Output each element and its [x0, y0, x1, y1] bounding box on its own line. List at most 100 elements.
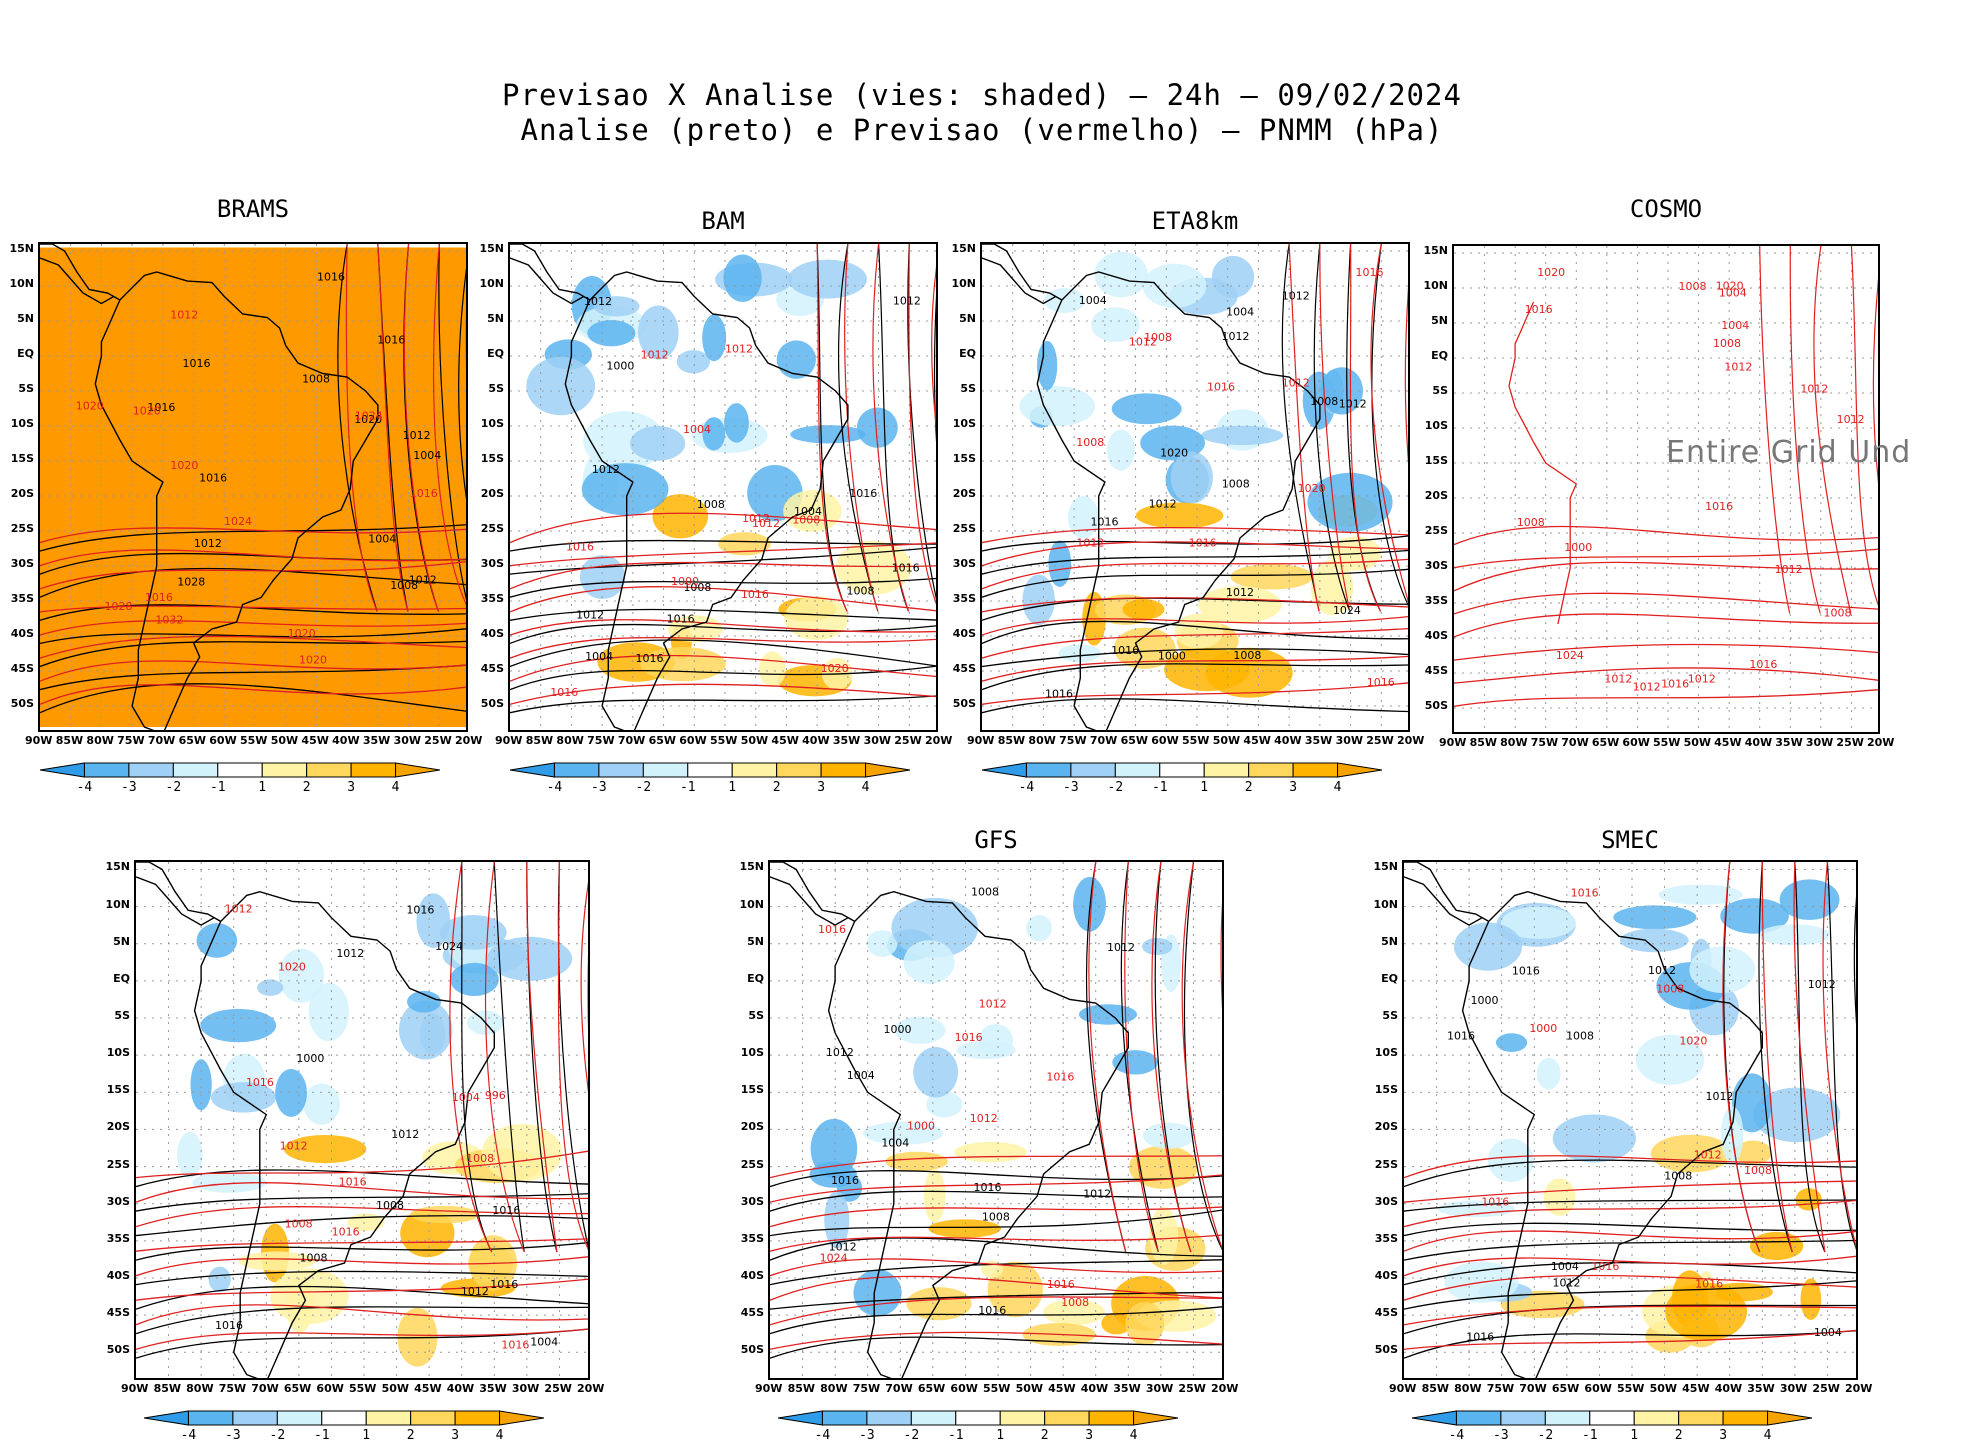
- bias-blob: [1026, 914, 1052, 942]
- isobar-label: 1020: [76, 399, 104, 412]
- isobar-label: 1012: [576, 609, 604, 622]
- lon-tick-label: 40W: [332, 734, 360, 747]
- isobar-label: 1016: [741, 588, 769, 601]
- map-canvas-gfs: 1016 1012 1012 1008 1004 1012 1016 1016 1012 1008…: [770, 862, 1222, 1378]
- lat-tick-label: 5S: [18, 382, 34, 395]
- bias-blob: [1230, 564, 1314, 590]
- lon-tick-label: 20W: [1397, 734, 1425, 747]
- isobar-label: 1004: [530, 1336, 558, 1349]
- isobar-label: 1008: [1713, 337, 1741, 350]
- isobar-contour: [1088, 862, 1127, 1253]
- isobar-label: 1016: [1525, 303, 1553, 316]
- isobar-contour: [40, 683, 466, 714]
- bias-blob: [1091, 307, 1140, 342]
- isobar-contour: [136, 1169, 588, 1188]
- lat-tick-label: 20S: [1424, 489, 1448, 502]
- isobar-contour: [1404, 1280, 1856, 1310]
- isobar-label: 1016: [566, 540, 594, 553]
- lat-tick-label: 25S: [106, 1157, 130, 1171]
- isobar-label: 1000: [606, 359, 634, 372]
- isobar-label: 1016: [1695, 1278, 1723, 1291]
- lat-tick-label: 5S: [960, 382, 976, 395]
- isobar-label: 1004: [794, 505, 822, 518]
- lon-tick-label: 65W: [178, 734, 207, 747]
- lat-tick-label: EQ: [17, 347, 34, 360]
- isobar-label: 1012: [584, 295, 612, 308]
- lat-tick-label: 30S: [480, 557, 504, 570]
- lon-tick-label: 45W: [301, 734, 329, 747]
- bias-blob: [1658, 884, 1743, 905]
- isobar-contour: [510, 654, 936, 682]
- lat-tick-label: 45S: [1374, 1306, 1398, 1320]
- isobar-label: 1008: [982, 1210, 1010, 1223]
- isobar-label: 1004: [413, 449, 441, 462]
- isobar-label: 1000: [883, 1023, 911, 1036]
- isobar-label: 1016: [667, 612, 695, 625]
- isobar-label: 1016: [1045, 687, 1073, 700]
- lat-tick-label: 40S: [106, 1269, 130, 1282]
- isobar-label: 1012: [1724, 361, 1752, 374]
- isobar-contour: [1183, 862, 1222, 1251]
- isobar-label: 1004: [1719, 287, 1747, 300]
- isobar-label: 1028: [104, 600, 132, 613]
- bias-blob: [1211, 255, 1255, 299]
- isobar-label: 1000: [1529, 1022, 1557, 1035]
- isobar-label: 1016: [978, 1304, 1006, 1317]
- lat-tick-label: 10N: [739, 897, 764, 911]
- bias-blob: [928, 1219, 1001, 1238]
- lat-tick-label: 20S: [952, 487, 976, 500]
- lat-tick-label: 30S: [106, 1194, 130, 1208]
- bias-blob: [1536, 1057, 1561, 1090]
- isobar-contour: [40, 684, 466, 705]
- isobar-label: 1020: [1298, 482, 1326, 495]
- bias-blob: [409, 1205, 479, 1224]
- map-canvas-smec: 1016101210121008100410121016101610121008…: [1404, 862, 1856, 1378]
- colorbar-tick-label: 2: [302, 780, 311, 795]
- bias-blob: [1753, 1087, 1841, 1143]
- lat-tick-label: 50S: [952, 697, 976, 710]
- isobar-label: 1016: [1591, 1260, 1619, 1273]
- panel-title-bam: BAM: [701, 207, 745, 235]
- isobar-contour: [1404, 1222, 1856, 1237]
- lat-tick-label: 15S: [10, 452, 34, 465]
- lat-tick-label: 25S: [480, 522, 504, 535]
- bias-blob: [192, 1172, 267, 1193]
- bias-blob: [1043, 1299, 1105, 1326]
- coastline-south-america: [564, 271, 849, 730]
- coastline-south-america: [193, 890, 495, 1378]
- isobar-label: 1000: [671, 575, 699, 588]
- isobar-contour: [510, 561, 936, 590]
- isobar-contour: [1404, 1274, 1856, 1301]
- isobar-contour: [770, 1209, 1222, 1237]
- bias-blob: [702, 314, 727, 362]
- lat-tick-label: 5N: [747, 934, 764, 948]
- lon-tick-label: 20W: [1867, 736, 1895, 749]
- isobar-label: 1016: [147, 401, 175, 414]
- lon-tick-label: 30W: [1805, 736, 1834, 749]
- bias-blob: [1036, 340, 1058, 391]
- isobar-contour: [403, 244, 440, 612]
- isobar-contour: [982, 535, 1408, 552]
- lat-tick-label: 50S: [1374, 1343, 1398, 1357]
- lon-tick-label: 70W: [885, 1382, 913, 1395]
- isobar-contour: [40, 628, 466, 645]
- isobar-contour: [1794, 862, 1826, 1253]
- lon-tick-label: 75W: [587, 734, 615, 747]
- map-canvas-brams: 1016101210081004101610121012101610081016…: [40, 244, 466, 730]
- bias-blob: [200, 1008, 277, 1043]
- panel-title-cosmo: COSMO: [1629, 195, 1703, 223]
- isobar-label: 1012: [1552, 1277, 1580, 1290]
- bias-blob: [1613, 905, 1697, 930]
- bias-blob: [303, 1083, 340, 1125]
- bias-blob: [593, 296, 640, 317]
- isobar-label: 1016: [831, 1174, 859, 1187]
- isobar-label: 1008: [466, 1152, 494, 1165]
- figure-title-line2: Analise (preto) e Previsao (vermelho) – …: [520, 113, 1444, 147]
- isobar-contour: [1813, 246, 1852, 614]
- lat-tick-label: 5N: [487, 312, 504, 325]
- isobar-label: 1020: [821, 662, 849, 675]
- lon-tick-label: 65W: [917, 1382, 946, 1395]
- isobar-label: 1008: [1664, 1169, 1692, 1182]
- lat-tick-label: 10S: [106, 1046, 130, 1060]
- coastline-central-america: [136, 862, 222, 926]
